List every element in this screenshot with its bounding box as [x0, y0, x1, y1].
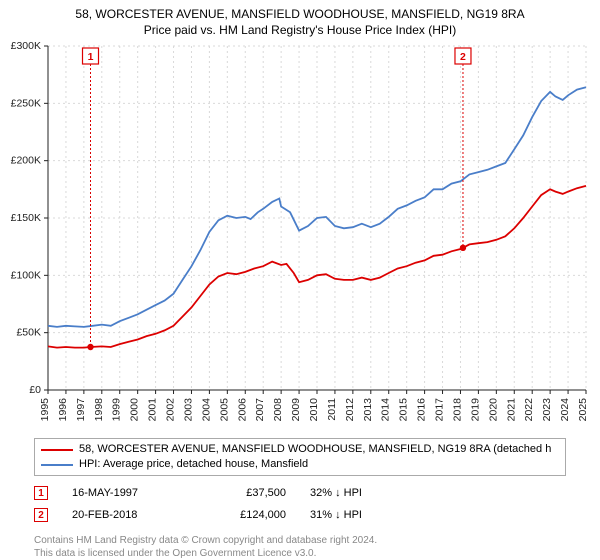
line-chart: £0 £50K £100K £150K £200K £250K £300K 1995 1996 1…: [0, 42, 600, 432]
svg-text:2015: 2015: [398, 398, 410, 422]
svg-text:£200K: £200K: [11, 155, 41, 167]
legend-label-blue: HPI: Average price, detached house, Mans…: [79, 457, 308, 472]
svg-text:2019: 2019: [469, 398, 481, 422]
marker-row-2: 2 20-FEB-2018 £124,000 31% ↓ HPI: [34, 504, 566, 526]
svg-text:2002: 2002: [165, 398, 177, 422]
marker-badge-2: 2: [34, 508, 48, 522]
marker-date-2: 20-FEB-2018: [72, 509, 182, 521]
svg-text:2021: 2021: [505, 398, 517, 422]
chart-area: £0 £50K £100K £150K £200K £250K £300K 1995 1996 1…: [0, 42, 600, 432]
marker-price-1: £37,500: [206, 487, 286, 499]
svg-text:£100K: £100K: [11, 270, 41, 282]
swatch-blue: [41, 464, 73, 466]
svg-text:2009: 2009: [290, 398, 302, 422]
svg-text:1997: 1997: [75, 398, 87, 422]
svg-text:2000: 2000: [129, 398, 141, 422]
svg-text:1998: 1998: [93, 398, 105, 422]
svg-text:2022: 2022: [523, 398, 535, 422]
title-line2: Price paid vs. HM Land Registry's House …: [10, 22, 590, 38]
marker-date-1: 16-MAY-1997: [72, 487, 182, 499]
svg-text:1995: 1995: [39, 398, 51, 422]
marker-row-1: 1 16-MAY-1997 £37,500 32% ↓ HPI: [34, 482, 566, 504]
legend-row-red: 58, WORCESTER AVENUE, MANSFIELD WOODHOUS…: [41, 442, 559, 457]
svg-text:2014: 2014: [380, 398, 392, 422]
title-line1: 58, WORCESTER AVENUE, MANSFIELD WOODHOUS…: [10, 6, 590, 22]
svg-text:£50K: £50K: [16, 327, 41, 339]
svg-text:£150K: £150K: [11, 212, 41, 224]
svg-text:£0: £0: [29, 384, 41, 396]
svg-text:2007: 2007: [254, 398, 266, 422]
marker-pct-2: 31% ↓ HPI: [310, 509, 420, 521]
svg-text:2024: 2024: [559, 398, 571, 422]
svg-text:2023: 2023: [541, 398, 553, 422]
svg-text:1: 1: [88, 51, 94, 63]
footer-line1: Contains HM Land Registry data © Crown c…: [34, 534, 566, 547]
chart-title: 58, WORCESTER AVENUE, MANSFIELD WOODHOUS…: [0, 0, 600, 42]
swatch-red: [41, 449, 73, 451]
legend-row-blue: HPI: Average price, detached house, Mans…: [41, 457, 559, 472]
svg-text:2001: 2001: [147, 398, 159, 422]
svg-text:2013: 2013: [362, 398, 374, 422]
footer-attribution: Contains HM Land Registry data © Crown c…: [34, 534, 566, 560]
svg-text:2025: 2025: [577, 398, 589, 422]
svg-text:1999: 1999: [111, 398, 123, 422]
svg-text:2012: 2012: [344, 398, 356, 422]
svg-text:2003: 2003: [182, 398, 194, 422]
svg-text:2005: 2005: [218, 398, 230, 422]
svg-text:2017: 2017: [434, 398, 446, 422]
svg-text:2004: 2004: [200, 398, 212, 422]
svg-text:2010: 2010: [308, 398, 320, 422]
svg-text:2018: 2018: [451, 398, 463, 422]
svg-text:£250K: £250K: [11, 98, 41, 110]
markers-table: 1 16-MAY-1997 £37,500 32% ↓ HPI 2 20-FEB…: [34, 482, 566, 526]
svg-text:£300K: £300K: [11, 42, 41, 52]
legend-label-red: 58, WORCESTER AVENUE, MANSFIELD WOODHOUS…: [79, 442, 551, 457]
svg-text:2006: 2006: [236, 398, 248, 422]
footer-line2: This data is licensed under the Open Gov…: [34, 547, 566, 560]
marker-badge-1: 1: [34, 486, 48, 500]
marker-pct-1: 32% ↓ HPI: [310, 487, 420, 499]
svg-text:2011: 2011: [326, 398, 338, 421]
svg-text:2: 2: [460, 51, 466, 63]
svg-text:1996: 1996: [57, 398, 69, 422]
svg-text:2016: 2016: [416, 398, 428, 422]
svg-text:2008: 2008: [272, 398, 284, 422]
svg-text:2020: 2020: [487, 398, 499, 422]
marker-price-2: £124,000: [206, 509, 286, 521]
series-legend: 58, WORCESTER AVENUE, MANSFIELD WOODHOUS…: [34, 438, 566, 476]
